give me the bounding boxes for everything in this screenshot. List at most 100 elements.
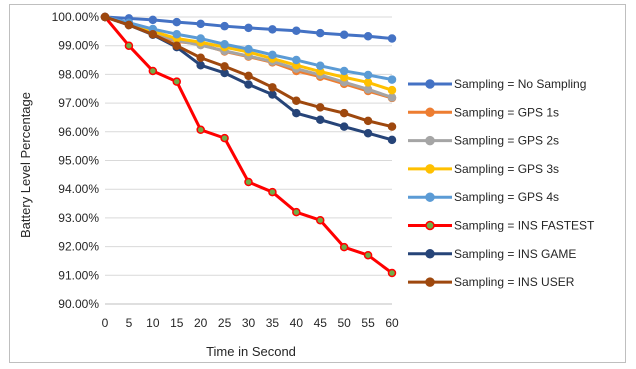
data-point — [244, 80, 253, 89]
data-point — [196, 125, 205, 135]
data-point — [387, 122, 397, 131]
legend-entry: Sampling = INS GAME — [408, 247, 576, 261]
y-tick-label: 95.00% — [58, 154, 99, 168]
data-point — [292, 26, 301, 36]
x-tick-label: 15 — [170, 316, 184, 330]
data-point — [220, 40, 229, 49]
data-point — [172, 77, 181, 86]
data-point — [244, 71, 253, 81]
legend-label: Sampling = No Sampling — [454, 77, 586, 91]
data-point — [339, 66, 349, 76]
data-point — [316, 28, 325, 38]
data-point — [220, 133, 229, 143]
data-point — [148, 15, 158, 25]
legend-entry: Sampling = INS FASTEST — [408, 219, 595, 233]
y-tick-label: 100.00% — [52, 10, 100, 24]
data-point — [339, 122, 349, 131]
y-tick-label: 99.00% — [58, 39, 99, 53]
battery-level-line-chart: 90.00% 91.00% 92.00% 93.00% 94.00% 95.00% 96.0… — [18, 10, 595, 359]
y-axis-ticks: 90.00% 91.00% 92.00% 93.00% 94.00% 95.00% 96.0… — [52, 10, 100, 311]
data-point — [244, 177, 253, 187]
legend: Sampling = No Sampling Sampling = GPS 1s S… — [408, 77, 595, 289]
legend-swatch-marker — [425, 79, 435, 89]
data-point — [220, 21, 229, 31]
data-point — [316, 103, 325, 112]
data-point — [387, 135, 397, 145]
data-point — [244, 44, 253, 54]
legend-label: Sampling = GPS 1s — [454, 105, 559, 119]
data-point — [124, 41, 134, 50]
x-tick-label: 35 — [266, 316, 280, 330]
legend-label: Sampling = GPS 3s — [454, 162, 559, 176]
legend-swatch-marker — [425, 192, 435, 202]
data-point — [316, 115, 325, 124]
legend-swatch-marker — [425, 220, 435, 231]
data-point — [172, 29, 181, 39]
y-tick-label: 98.00% — [58, 67, 99, 81]
data-point — [292, 55, 301, 65]
legend-swatch-marker — [425, 249, 435, 259]
data-point — [268, 50, 277, 60]
data-point — [220, 62, 229, 71]
data-point — [268, 83, 277, 92]
legend-entry: Sampling = GPS 2s — [408, 134, 559, 148]
legend-label: Sampling = INS FASTEST — [454, 219, 595, 233]
y-tick-label: 92.00% — [58, 240, 99, 254]
chart-frame: 90.00% 91.00% 92.00% 93.00% 94.00% 95.00% 96.0… — [9, 4, 626, 363]
data-point — [244, 23, 253, 33]
data-point — [339, 242, 349, 252]
legend-label: Sampling = GPS 4s — [454, 190, 559, 204]
x-axis-ticks: 0 5 10 15 20 25 30 35 40 45 50 55 60 — [102, 316, 399, 330]
legend-label: Sampling = INS GAME — [454, 247, 576, 261]
legend-entry: Sampling = GPS 4s — [408, 190, 559, 204]
x-tick-label: 10 — [146, 316, 160, 330]
data-point — [387, 93, 397, 102]
x-tick-label: 60 — [385, 316, 399, 330]
data-point — [363, 70, 373, 80]
data-point — [268, 25, 277, 34]
legend-label: Sampling = GPS 2s — [454, 134, 559, 148]
data-point — [387, 34, 397, 43]
x-tick-label: 25 — [218, 316, 232, 330]
x-tick-label: 55 — [361, 316, 375, 330]
x-tick-label: 20 — [194, 316, 208, 330]
data-point — [196, 60, 205, 70]
legend-entry: Sampling = GPS 3s — [408, 162, 559, 176]
x-tick-label: 30 — [242, 316, 256, 330]
legend-swatch-marker — [425, 277, 435, 287]
data-point — [387, 268, 397, 278]
data-point — [363, 85, 373, 94]
data-point — [363, 116, 373, 126]
y-tick-label: 94.00% — [58, 182, 99, 196]
data-point — [387, 75, 397, 84]
data-point — [363, 250, 373, 260]
x-tick-label: 5 — [126, 316, 133, 330]
legend-label: Sampling = INS USER — [454, 275, 575, 289]
data-point — [100, 12, 110, 22]
data-point — [363, 31, 373, 41]
series-ins-user — [100, 12, 397, 131]
x-tick-label: 50 — [337, 316, 351, 330]
data-point — [292, 96, 301, 106]
data-point — [339, 108, 349, 118]
legend-entry: Sampling = GPS 1s — [408, 105, 559, 119]
data-point — [292, 207, 301, 217]
y-tick-label: 91.00% — [58, 268, 99, 282]
x-axis-title: Time in Second — [206, 344, 296, 359]
legend-swatch-marker — [425, 107, 435, 118]
y-axis-title: Battery Level Percentage — [18, 92, 33, 238]
data-point — [172, 41, 181, 50]
data-point — [196, 34, 205, 43]
data-point — [292, 108, 301, 118]
y-tick-label: 96.00% — [58, 125, 99, 139]
data-point — [124, 20, 134, 30]
legend-swatch-marker — [425, 164, 435, 174]
data-point — [316, 61, 325, 71]
legend-entry: Sampling = No Sampling — [408, 77, 586, 91]
data-point — [316, 215, 325, 225]
y-tick-label: 90.00% — [58, 297, 99, 311]
data-point — [268, 187, 277, 197]
data-point — [148, 66, 158, 76]
x-tick-label: 0 — [102, 316, 109, 330]
y-tick-label: 97.00% — [58, 96, 99, 110]
